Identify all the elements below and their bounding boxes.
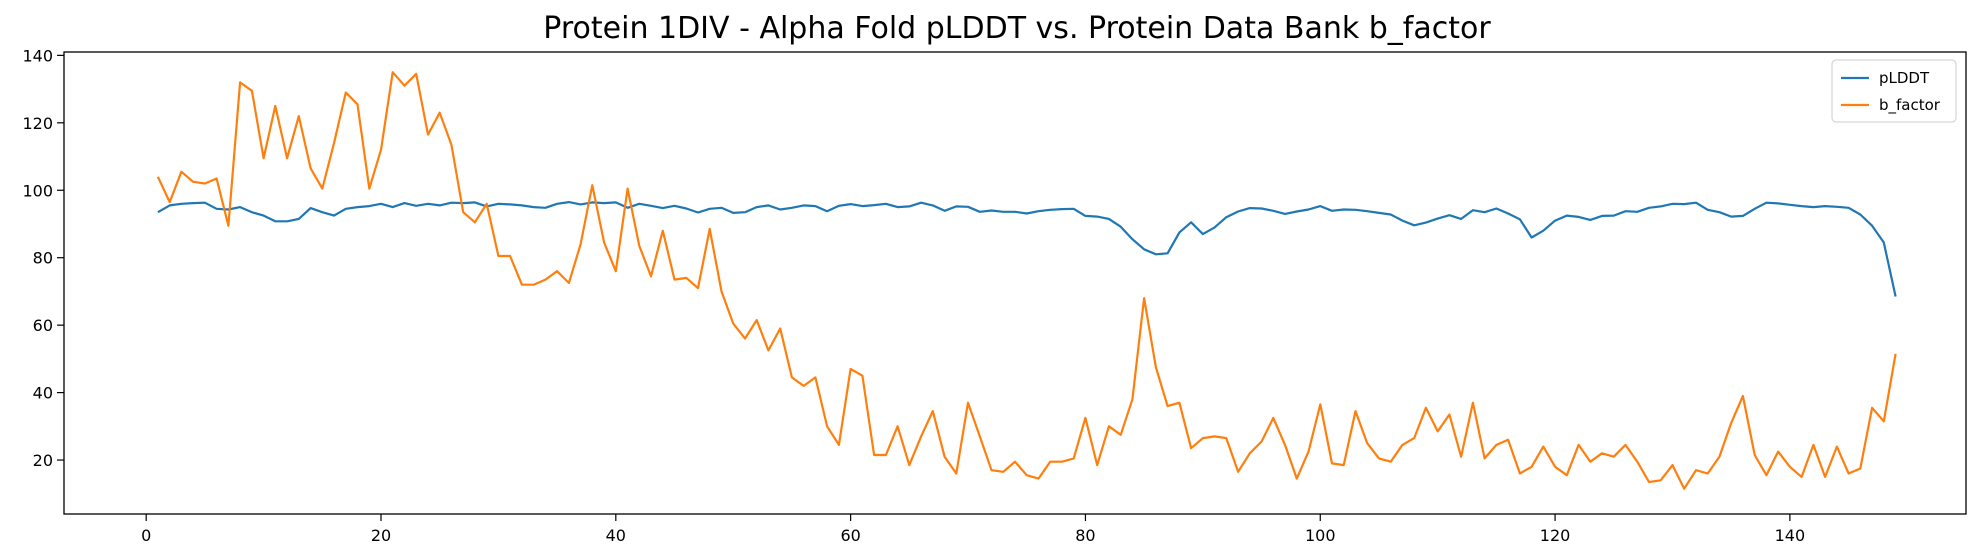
legend-label-b-factor: b_factor (1879, 96, 1941, 115)
x-tick-label: 40 (606, 526, 626, 545)
y-tick-label: 100 (22, 181, 53, 200)
x-tick-label: 80 (1075, 526, 1095, 545)
x-tick-label: 140 (1775, 526, 1806, 545)
plot-frame (63, 51, 1967, 515)
x-tick-label: 60 (840, 526, 860, 545)
x-tick-label: 100 (1305, 526, 1336, 545)
x-tick-label: 120 (1540, 526, 1571, 545)
legend-box (1831, 59, 1957, 123)
x-tick-label: 0 (141, 526, 151, 545)
y-tick-label: 20 (33, 451, 53, 470)
y-tick-label: 120 (22, 114, 53, 133)
series-line-plddt (157, 201, 1897, 297)
x-tick-label: 20 (371, 526, 391, 545)
y-tick-label: 40 (33, 384, 53, 403)
y-tick-label: 60 (33, 316, 53, 335)
chart-title: Protein 1DIV - Alpha Fold pLDDT vs. Prot… (543, 11, 1491, 46)
legend-label-plddt: pLDDT (1879, 69, 1930, 87)
y-tick-label: 80 (33, 249, 53, 268)
y-tick-label: 140 (22, 46, 53, 65)
series-line-b-factor (156, 71, 1897, 490)
